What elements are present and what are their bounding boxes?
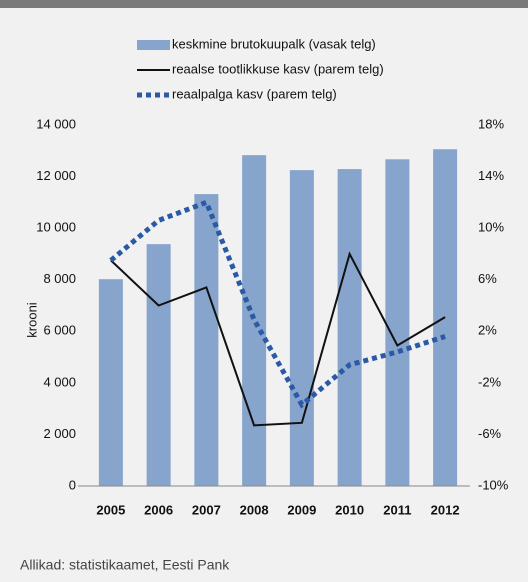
y2-tick-label: -2% [478, 374, 502, 389]
y-tick-label: 4 000 [43, 374, 76, 389]
line [109, 199, 446, 409]
y-tick-label: 14 000 [36, 116, 76, 131]
bar [385, 159, 410, 487]
top-band [0, 0, 528, 8]
bar [242, 155, 267, 486]
y2-tick-label: 14% [478, 168, 504, 183]
y-tick-label: 0 [69, 477, 76, 492]
x-tick-label: 2008 [240, 502, 269, 517]
legend-label: keskmine brutokuupalk (vasak telg) [172, 36, 376, 51]
x-tick-label: 2012 [431, 502, 460, 517]
y2-tick-label: 10% [478, 220, 504, 235]
x-tick-label: 2009 [287, 502, 316, 517]
y-tick-label: 8 000 [43, 271, 76, 286]
legend-swatch [137, 40, 170, 50]
y2-tick-label: 6% [478, 271, 497, 286]
source: Allikad: statistikaamet, Eesti Pank [20, 557, 230, 573]
legend-label: reaalse tootlikkuse kasv (parem telg) [172, 61, 384, 76]
x-tick-label: 2006 [144, 502, 173, 517]
bar [194, 194, 219, 486]
y2-tick-label: 2% [478, 323, 497, 338]
y-tick-label: 12 000 [36, 168, 76, 183]
bar [337, 169, 362, 486]
y-tick-label: 2 000 [43, 426, 76, 441]
y2-tick-label: 18% [478, 116, 504, 131]
y-axis-label: krooni [24, 302, 39, 338]
bar [289, 170, 314, 486]
y-tick-label: 6 000 [43, 323, 76, 338]
x-tick-label: 2010 [335, 502, 364, 517]
x-tick-label: 2007 [192, 502, 221, 517]
y2-tick-label: -6% [478, 426, 502, 441]
legend-label: reaalpalga kasv (parem telg) [172, 86, 337, 101]
bar [146, 244, 171, 486]
y2-tick-label: -10% [478, 477, 509, 492]
line [110, 251, 446, 427]
x-tick-label: 2005 [96, 502, 125, 517]
y-tick-label: 10 000 [36, 220, 76, 235]
bar [98, 279, 123, 486]
x-tick-label: 2011 [383, 502, 411, 517]
